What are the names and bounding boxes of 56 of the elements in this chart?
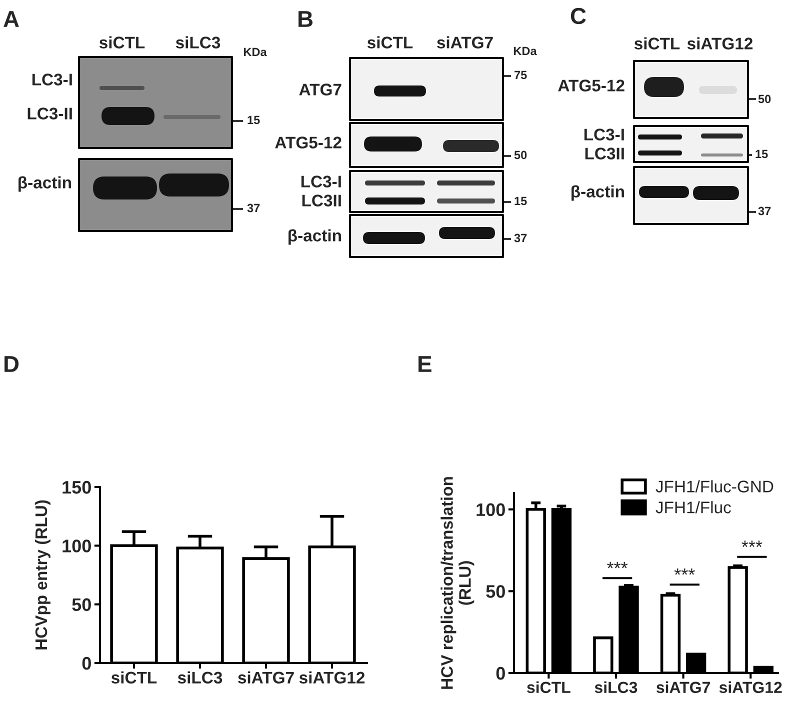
text: A xyxy=(4,11,19,27)
x-tick-label: siCTL xyxy=(527,681,570,694)
x-tick-label: siLC3 xyxy=(594,681,638,694)
text: C xyxy=(570,8,586,24)
text: KDa xyxy=(244,48,267,56)
y-tick-label: 50 xyxy=(486,585,505,598)
text: LC3-II xyxy=(28,108,72,120)
text: β-actin xyxy=(572,185,624,201)
text: 37 xyxy=(247,204,260,212)
text: LC3-I xyxy=(584,128,624,140)
annotation: *** xyxy=(742,540,762,547)
text: siCTL xyxy=(634,37,680,50)
x-tick-label: siCTL xyxy=(111,671,157,684)
text: 15 xyxy=(756,150,768,158)
x-tick-label: siLC3 xyxy=(178,671,222,684)
text: siCTL xyxy=(99,36,145,48)
text: KDa xyxy=(514,46,537,56)
y-tick-label: 0 xyxy=(82,656,91,670)
x-tick-label: siATG12 xyxy=(299,671,365,684)
x-tick-label: siATG7 xyxy=(238,671,294,684)
text: LC3-I xyxy=(32,74,72,86)
text: LC3II xyxy=(302,194,341,206)
text: ATG7 xyxy=(299,84,342,96)
text: 15 xyxy=(248,116,260,124)
annotation: *** xyxy=(674,568,695,575)
text: 50 xyxy=(514,150,527,160)
y-tick-label: 100 xyxy=(476,503,505,516)
x-tick-label: siATG12 xyxy=(719,681,782,694)
chart-title: E xyxy=(418,356,432,372)
text: 75 xyxy=(514,70,527,80)
text: 37 xyxy=(758,206,771,216)
text: B xyxy=(298,11,313,27)
text: siATG12 xyxy=(687,37,753,50)
y-axis-title: HCV replication/translation (RLU) xyxy=(440,477,474,689)
y-axis-title: HCVpp entry (RLU) xyxy=(34,500,50,650)
text: 15 xyxy=(514,196,527,206)
chart-title: D xyxy=(4,356,19,372)
text: β-actin xyxy=(18,176,71,192)
text: LC3II xyxy=(585,148,624,160)
y-tick-label: 0 xyxy=(496,666,505,680)
legend-label: JFH1/Fluc xyxy=(656,501,731,514)
text: LC3-I xyxy=(301,176,341,188)
text: siATG7 xyxy=(437,36,493,48)
text: ATG5-12 xyxy=(275,136,342,148)
y-tick-label: 100 xyxy=(62,540,91,552)
legend-label: JFH1/Fluc-GND xyxy=(656,480,774,492)
y-tick-label: 150 xyxy=(62,480,91,494)
text: siCTL xyxy=(367,36,413,48)
text: 37 xyxy=(514,234,527,242)
text: β-actin xyxy=(288,229,341,245)
y-tick-label: 50 xyxy=(72,598,91,612)
text: ATG5-12 xyxy=(558,80,624,92)
text: 50 xyxy=(758,94,771,104)
text: siLC3 xyxy=(176,36,220,48)
annotation: *** xyxy=(607,562,628,568)
x-tick-label: siATG7 xyxy=(656,681,710,694)
